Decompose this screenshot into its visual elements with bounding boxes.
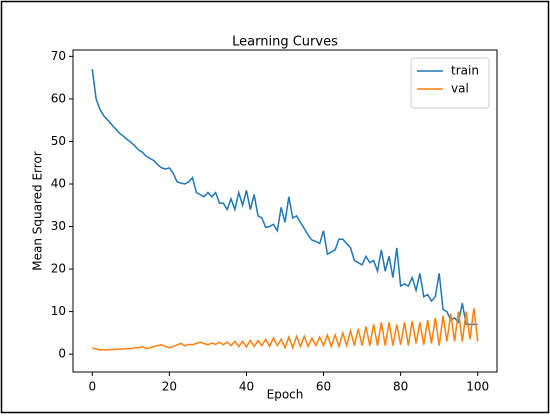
y-tick-label: 60 (51, 91, 66, 105)
legend-label: train (451, 64, 479, 78)
y-axis-label: Mean Squared Error (31, 151, 45, 271)
y-tick-label: 40 (51, 176, 66, 190)
x-tick-label: 100 (466, 380, 489, 394)
y-tick-label: 0 (58, 347, 66, 361)
x-tick-label: 60 (316, 380, 331, 394)
y-tick-label: 10 (51, 304, 66, 318)
x-tick-label: 20 (162, 380, 177, 394)
y-tick-label: 50 (51, 134, 66, 148)
plot-frame (72, 49, 498, 373)
line-series (91, 69, 478, 326)
chart-title: Learning Curves (232, 35, 338, 50)
x-tick-label: 0 (88, 380, 96, 394)
legend-label: val (451, 82, 469, 96)
y-tick-label: 20 (51, 262, 66, 276)
x-axis-label: Epoch (267, 388, 304, 402)
x-tick-label: 80 (393, 380, 408, 394)
line-series (92, 308, 479, 351)
x-tick-label: 40 (239, 380, 254, 394)
y-tick-label: 30 (51, 219, 66, 233)
y-tick-label: 70 (51, 49, 66, 63)
